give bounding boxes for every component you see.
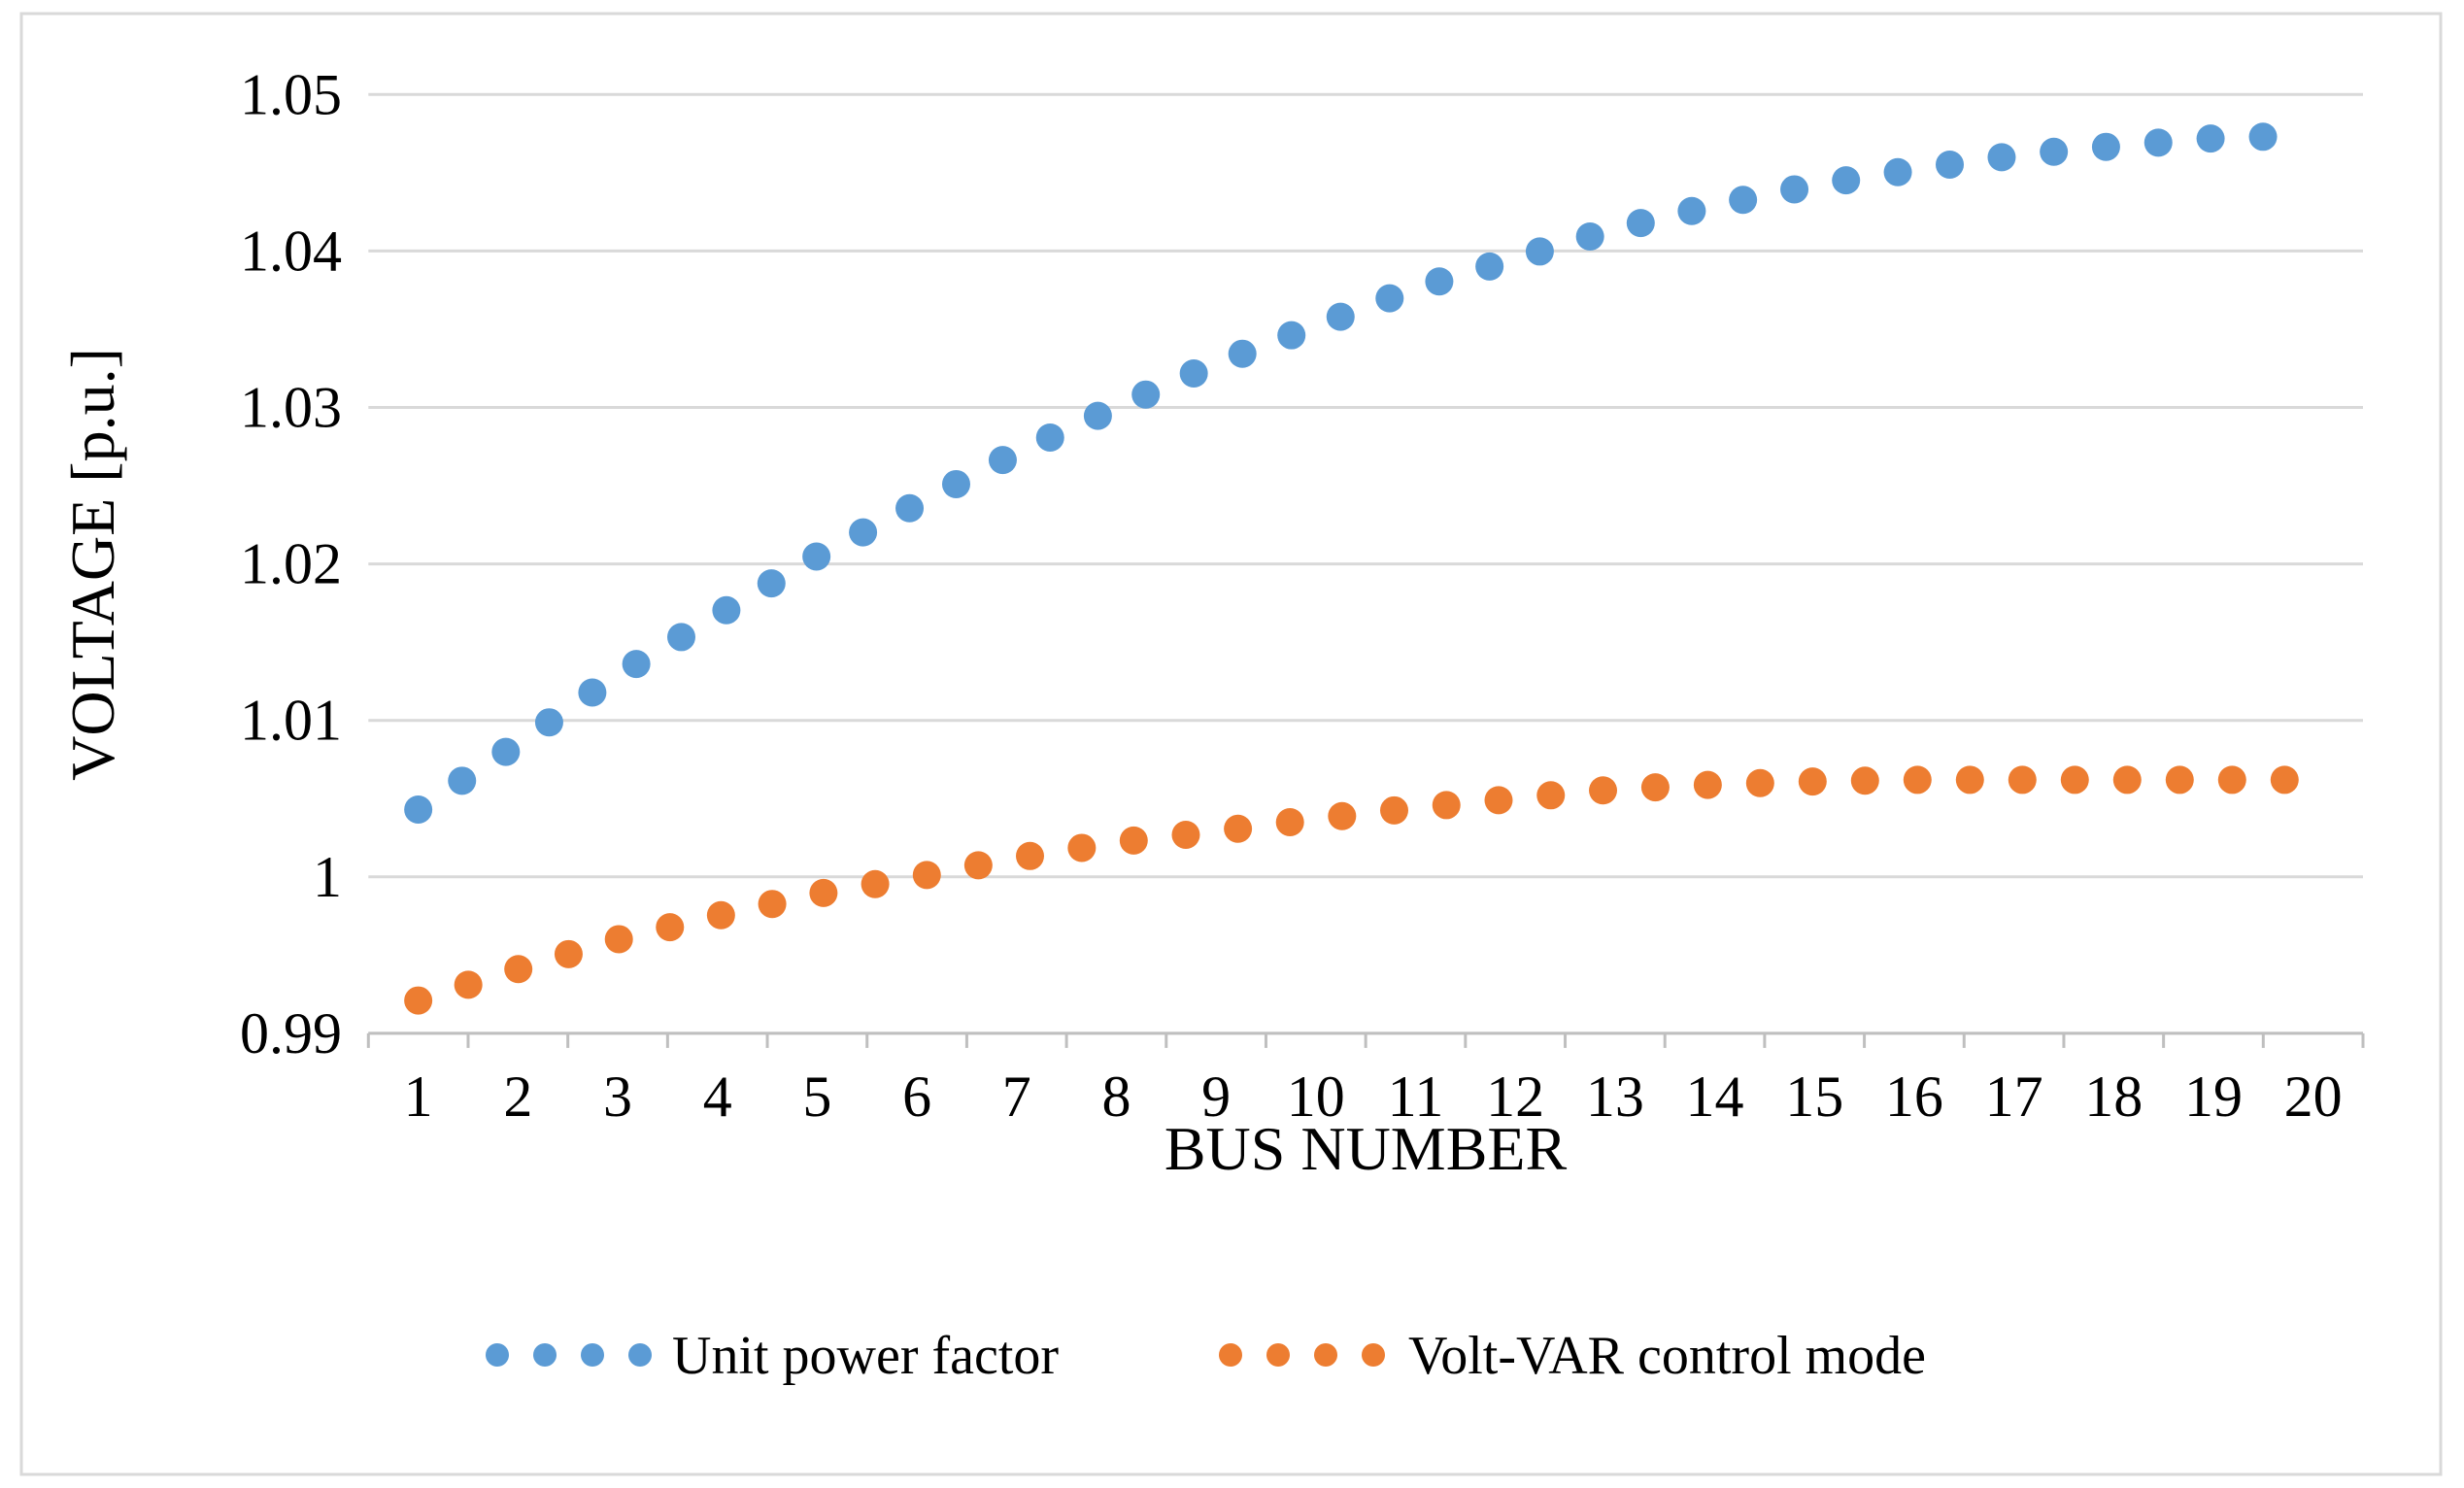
x-tick-label: 7	[1002, 1065, 1031, 1129]
legend-marker-volt-var-control-mode[interactable]	[1219, 1343, 1385, 1367]
y-tick-label: 1.05	[240, 62, 342, 126]
y-tick-label: 0.99	[240, 1001, 342, 1065]
legend: Unit power factor Volt-VAR control mode	[486, 1326, 1926, 1386]
series-0-dots	[404, 122, 2278, 825]
x-tick-label: 13	[1586, 1065, 1644, 1129]
legend-marker-unit-power-factor[interactable]	[486, 1343, 652, 1367]
x-tick-label: 6	[902, 1065, 931, 1129]
legend-label-volt-var-control-mode[interactable]: Volt-VAR control mode	[1408, 1326, 1926, 1386]
x-tick-label: 11	[1388, 1065, 1444, 1129]
x-axis	[366, 1031, 2365, 1048]
y-tick-label: 1	[313, 845, 342, 909]
x-tick-label: 8	[1101, 1065, 1131, 1129]
x-tick-label: 14	[1686, 1065, 1744, 1129]
x-axis-tick-labels: 1 2 3 4 5 6 7 8 9 10 11 12 13 14 15 16 17 18 19 20	[404, 1065, 2343, 1129]
series-1-dots	[404, 765, 2299, 1015]
x-tick-label: 1	[404, 1065, 433, 1129]
y-tick-label: 1.01	[240, 689, 342, 753]
y-tick-label: 1.02	[240, 532, 342, 596]
x-tick-label: 3	[603, 1065, 632, 1129]
x-tick-label: 15	[1785, 1065, 1843, 1129]
x-tick-label: 4	[703, 1065, 732, 1129]
x-tick-label: 9	[1201, 1065, 1231, 1129]
x-tick-label: 18	[2084, 1065, 2143, 1129]
figure-border	[19, 12, 2443, 1476]
y-tick-label: 1.03	[240, 376, 342, 440]
x-tick-label: 17	[1985, 1065, 2043, 1129]
legend-label-unit-power-factor[interactable]: Unit power factor	[672, 1326, 1059, 1386]
x-tick-label: 2	[503, 1065, 532, 1129]
x-tick-label: 12	[1486, 1065, 1544, 1129]
y-axis-tick-labels: 0.99 1 1.01 1.02 1.03 1.04 1.05	[240, 62, 342, 1065]
x-axis-title: BUS NUMBER	[1164, 1114, 1568, 1183]
y-axis-title: VOLTAGE [p.u.]	[58, 348, 127, 781]
series-layer	[404, 122, 2299, 1015]
x-tick-label: 5	[802, 1065, 831, 1129]
x-tick-label: 20	[2284, 1065, 2343, 1129]
x-tick-label: 10	[1287, 1065, 1345, 1129]
y-tick-label: 1.04	[240, 219, 342, 283]
x-tick-label: 16	[1885, 1065, 1943, 1129]
x-tick-label: 19	[2184, 1065, 2243, 1129]
gridlines	[368, 92, 2363, 1035]
